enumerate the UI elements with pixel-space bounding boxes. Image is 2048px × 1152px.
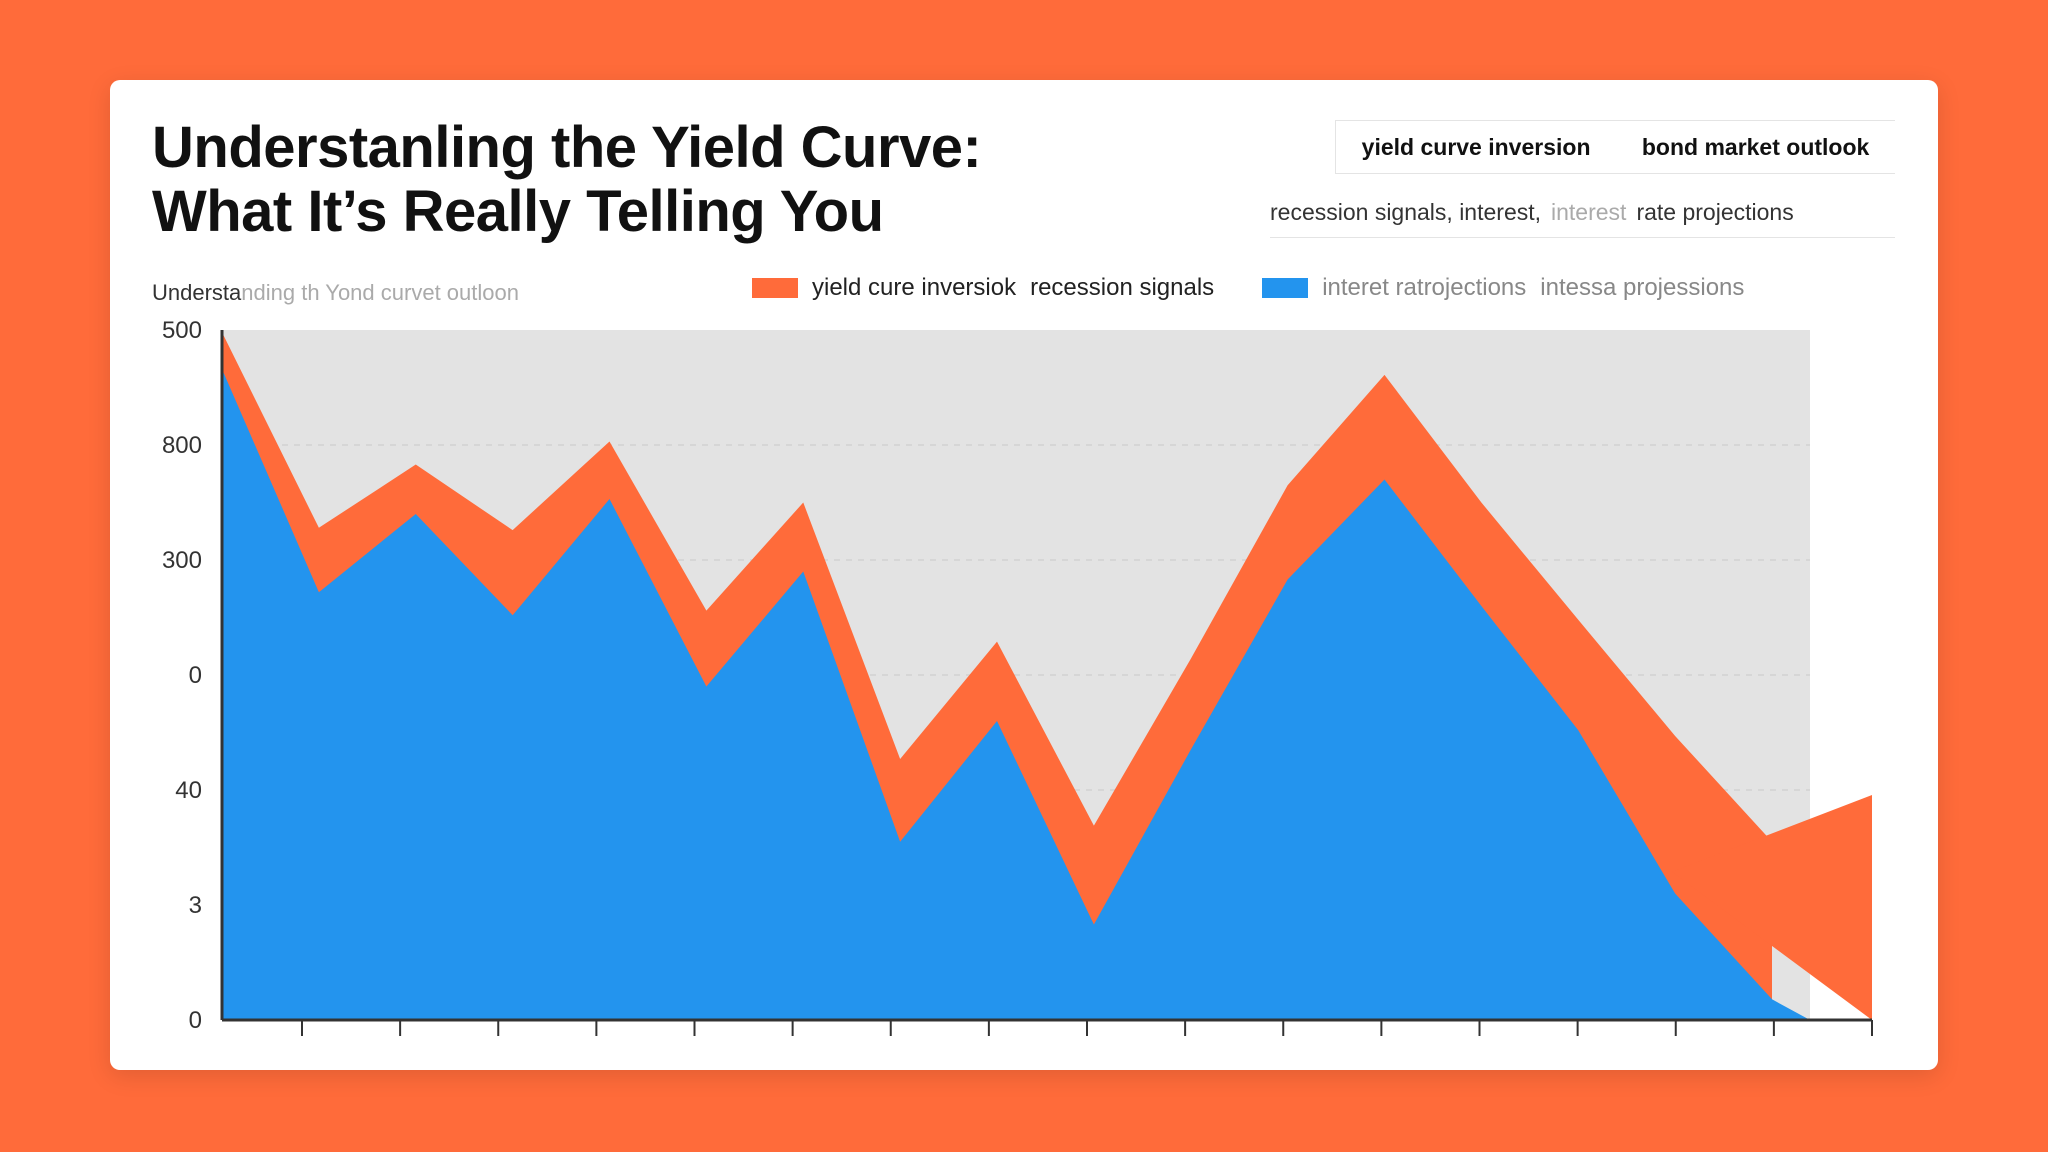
legend-swatch-orange xyxy=(752,278,798,298)
legend-label-orange: yield cure inversiok xyxy=(812,274,1017,301)
chart-subtitle-text-1: Understa xyxy=(152,280,242,305)
chart-card: Understanling the Yield Curve: What It’s… xyxy=(110,80,1938,1070)
legend-swatch-blue xyxy=(1262,278,1309,298)
y-tick-label: 3 xyxy=(189,892,202,919)
subtag-text-2: interest xyxy=(1551,199,1627,225)
legend-label-blue: interet ratrojections xyxy=(1322,274,1527,301)
legend-extra-blue: intessa projessions xyxy=(1540,274,1745,301)
chart-legend: yield cure inversiok recession signals i… xyxy=(752,274,1744,302)
title-line-2: What It’s Really Telling You xyxy=(152,179,884,244)
legend-extra-orange: recession signals xyxy=(1030,274,1215,301)
y-tick-label: 300 xyxy=(162,547,202,574)
y-tick-label: 500 xyxy=(162,317,202,344)
chart-subtitle-text-2: nding th xyxy=(241,280,320,305)
page-title: Understanling the Yield Curve: What It’s… xyxy=(152,115,982,244)
series-blue-area xyxy=(222,369,1810,1021)
tag-bond-market-outlook[interactable]: bond market outlook xyxy=(1641,133,1870,160)
y-tick-label: 0 xyxy=(189,1007,202,1034)
title-line-1: Understanling the Yield Curve: xyxy=(152,115,982,180)
tag-yield-curve-inversion[interactable]: yield curve inversion xyxy=(1361,133,1591,160)
y-tick-label: 0 xyxy=(189,662,202,689)
subtag-text-1: recession signals, interest, xyxy=(1270,199,1542,225)
subtag-text-3: rate projections xyxy=(1636,199,1794,225)
y-tick-label: 800 xyxy=(162,432,202,459)
y-tick-label: 40 xyxy=(175,777,202,804)
area-chart: 500 800 300 0 40 3 0 xyxy=(162,317,1873,1036)
trend-arrow-head xyxy=(1672,795,1872,1020)
subtag-bar: recession signals, interest, interest ra… xyxy=(1270,188,1895,238)
chart-subtitle: Understanding th Yond curvet outloon xyxy=(152,280,519,306)
chart-subtitle-text-3: Yond curvet outloon xyxy=(325,280,519,305)
tag-bar: yield curve inversion bond market outloo… xyxy=(1335,120,1895,174)
